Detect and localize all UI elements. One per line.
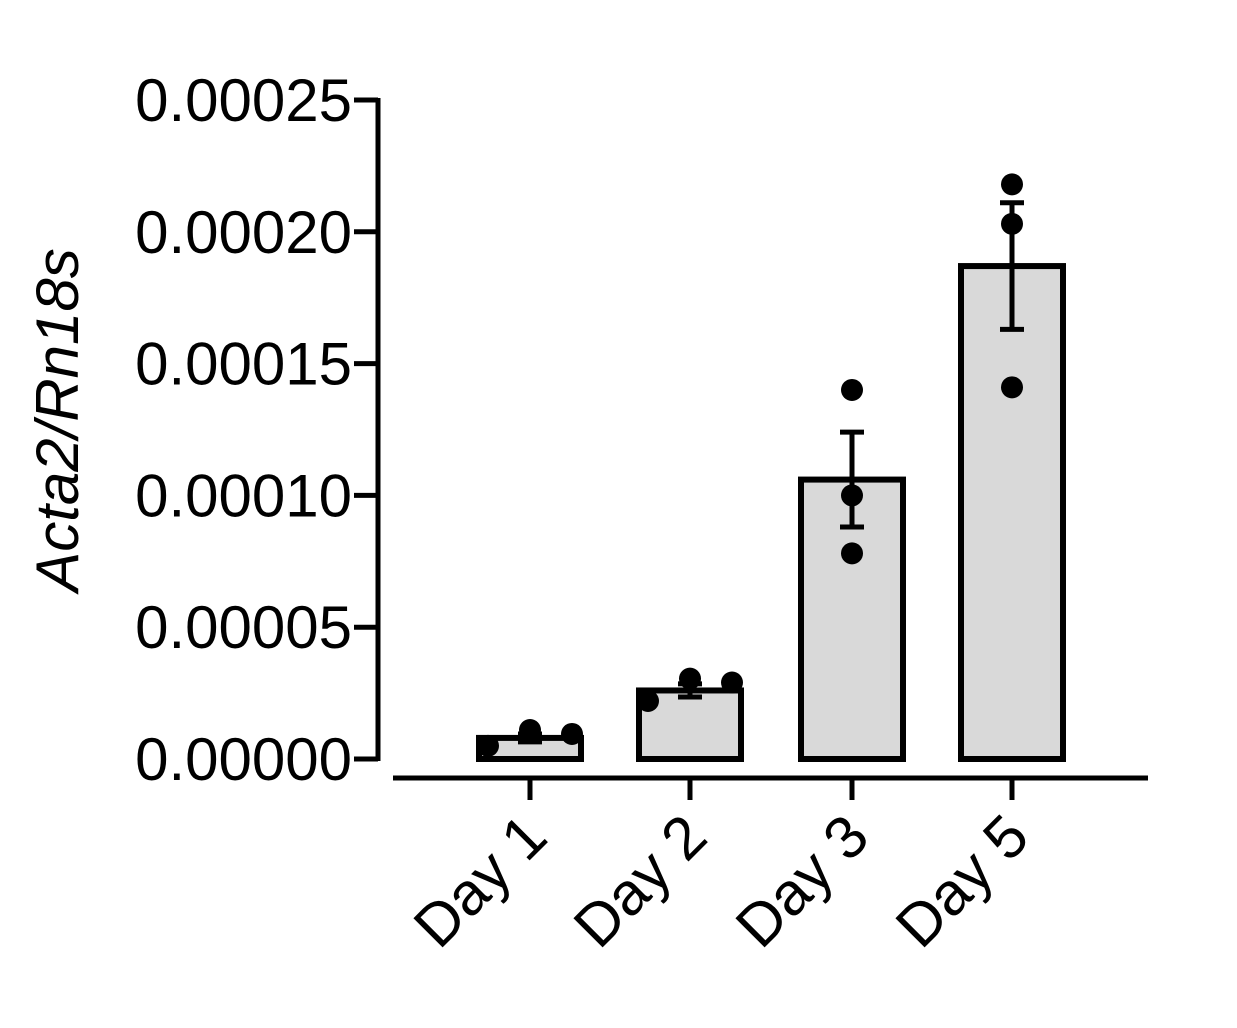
x-tick-label: Day 3 [723,802,881,960]
data-point [841,542,863,565]
data-point [1001,212,1023,235]
data-point [1001,173,1023,196]
y-tick-label: 0.00005 [135,594,352,661]
data-point [519,719,541,742]
data-point [1001,376,1023,399]
error-bars [518,200,1024,745]
data-point [679,667,701,690]
y-axis-title: Acta2/Rn18s [24,248,91,595]
error-bar [840,429,864,530]
y-tick-label: 0.00025 [135,67,352,134]
y-tick-label: 0.00020 [135,199,352,266]
x-tick-label: Day 2 [561,802,719,960]
x-axis: Day 1 Day 2 Day 3 Day 5 [393,775,1148,960]
data-point [841,378,863,401]
bars [476,263,1066,762]
data-point [841,484,863,507]
y-axis: 0.00000 0.00005 0.00010 0.00015 0.00020 0.000… [135,67,381,793]
x-tick-label: Day 1 [401,802,559,960]
data-point [721,671,743,694]
data-point [477,734,499,757]
x-tick-label: Day 5 [883,802,1041,960]
bar [958,263,1066,762]
data-point [561,722,583,745]
y-tick-label: 0.00015 [135,331,352,398]
y-tick-label: 0.00000 [135,726,352,793]
y-tick-label: 0.00010 [135,462,352,529]
data-point [637,690,659,713]
data-points [477,173,1023,757]
